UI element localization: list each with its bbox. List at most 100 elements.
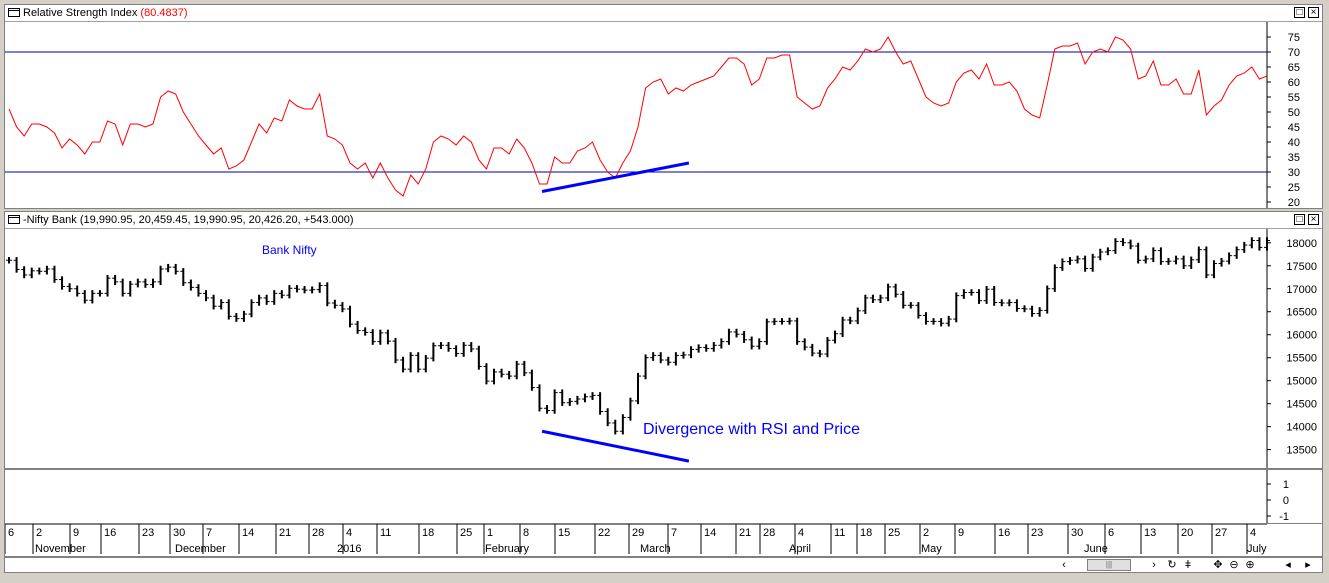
y-tick-label: 25 — [1288, 182, 1300, 194]
x-day-label: 30 — [173, 527, 185, 539]
x-day-label: 20 — [1181, 527, 1193, 539]
x-day-label: 1 — [487, 527, 493, 539]
y-tick-label: 1 — [1283, 479, 1289, 491]
code-icon[interactable]: ǂ — [1184, 559, 1192, 571]
y-tick-label: 60 — [1288, 77, 1300, 89]
scroll-thumb[interactable]: ||| — [1087, 559, 1131, 571]
zoom-in-icon[interactable]: ⊕ — [1245, 559, 1255, 571]
x-day-label: 25 — [460, 527, 472, 539]
prev-icon[interactable]: ◂ — [1285, 559, 1291, 571]
x-day-label: 16 — [998, 527, 1010, 539]
rsi-chart: 75 70 65 60 55 50 45 40 35 30 25 20 — [5, 22, 1300, 208]
y-tick-label: 55 — [1288, 92, 1300, 104]
price-pane-header: -Nifty Bank (19,990.95, 20,459.45, 19,99… — [5, 212, 1322, 229]
x-day-label: 4 — [798, 527, 804, 539]
y-tick-label: 70 — [1288, 47, 1300, 59]
x-day-label: 21 — [279, 527, 291, 539]
x-month-label: February — [485, 543, 530, 555]
rsi-value: (80.4837) — [140, 7, 188, 19]
x-day-label: 23 — [1031, 527, 1043, 539]
y-tick-label: 16000 — [1286, 330, 1317, 342]
y-tick-label: 15000 — [1286, 376, 1317, 388]
y-tick-label: 13500 — [1286, 445, 1317, 457]
series-label: Bank Nifty — [262, 243, 317, 257]
move-icon[interactable]: ✥ — [1213, 559, 1223, 571]
y-tick-label: 65 — [1288, 62, 1300, 74]
divergence-annotation: Divergence with RSI and Price — [643, 421, 860, 438]
x-day-label: 30 — [1071, 527, 1083, 539]
x-day-label: 18 — [860, 527, 872, 539]
x-day-label: 11 — [834, 527, 845, 539]
y-tick-label: 0 — [1283, 495, 1289, 507]
y-tick-label: 14000 — [1286, 422, 1317, 434]
y-tick-label: 40 — [1288, 137, 1300, 149]
x-day-label: 2 — [36, 527, 42, 539]
y-tick-label: 75 — [1288, 32, 1300, 44]
x-day-label: 28 — [763, 527, 775, 539]
x-day-label: 28 — [312, 527, 324, 539]
status-strip — [0, 574, 1329, 583]
y-tick-label: -1 — [1279, 511, 1289, 523]
scroll-left-icon[interactable]: ‹ — [1062, 559, 1066, 571]
y-tick-label: 50 — [1288, 107, 1300, 119]
x-day-label: 4 — [1250, 527, 1256, 539]
x-day-label: 14 — [704, 527, 716, 539]
x-axis: 6 2 9 16 23 30 7 14 21 28 4 11 18 25 1 8 15 22 29 7 14 21 28 4 1… — [4, 523, 1323, 557]
pane-menu-icon[interactable] — [8, 8, 20, 17]
price-pane: -Nifty Bank (19,990.95, 20,459.45, 19,99… — [4, 211, 1323, 469]
x-day-label: 21 — [739, 527, 751, 539]
close-icon[interactable]: × — [1308, 7, 1319, 18]
refresh-icon[interactable]: ↻ — [1167, 559, 1177, 571]
x-day-label: 15 — [558, 527, 570, 539]
rsi-pane-header: Relative Strength Index (80.4837) □ × — [5, 5, 1322, 22]
y-tick-label: 17500 — [1286, 261, 1317, 273]
rsi-trendline — [541, 161, 690, 193]
zoom-out-icon[interactable]: ⊖ — [1229, 559, 1239, 571]
x-day-label: 23 — [142, 527, 154, 539]
y-tick-label: 20 — [1288, 197, 1300, 208]
y-tick-label: 17000 — [1286, 284, 1317, 296]
x-day-label: 22 — [598, 527, 610, 539]
x-day-label: 11 — [380, 527, 391, 539]
x-day-label: 2 — [923, 527, 929, 539]
y-tick-label: 14500 — [1286, 399, 1317, 411]
y-tick-label: 18000 — [1286, 238, 1317, 250]
scroll-right-icon[interactable]: › — [1152, 559, 1156, 571]
scrollbar[interactable]: ‹ ||| › ↻ ǂ ✥ ⊖ ⊕ ◂ ▸ — [4, 557, 1323, 573]
rsi-line — [8, 35, 1268, 197]
price-title: -Nifty Bank (19,990.95, 20,459.45, 19,99… — [23, 214, 354, 226]
x-month-label: November — [35, 543, 86, 555]
rsi-title: Relative Strength Index (80.4837) — [23, 7, 188, 19]
x-day-label: 27 — [1215, 527, 1227, 539]
x-day-label: 7 — [206, 527, 212, 539]
close-icon[interactable]: × — [1308, 214, 1319, 225]
x-axis-svg: 6 2 9 16 23 30 7 14 21 28 4 11 18 25 1 8 15 22 29 7 14 21 28 4 1… — [5, 524, 1267, 555]
maximize-icon[interactable]: □ — [1294, 7, 1305, 18]
y-tick-label: 16500 — [1286, 307, 1317, 319]
x-month-label: June — [1084, 543, 1108, 555]
x-month-label: May — [921, 543, 942, 555]
x-month-label: July — [1247, 543, 1267, 555]
x-day-label: 13 — [1144, 527, 1156, 539]
x-day-label: 16 — [104, 527, 116, 539]
maximize-icon[interactable]: □ — [1294, 214, 1305, 225]
pane-menu-icon[interactable] — [8, 215, 20, 224]
next-icon[interactable]: ▸ — [1305, 559, 1311, 571]
x-month-label: April — [789, 543, 811, 555]
y-tick-label: 35 — [1288, 152, 1300, 164]
x-day-label: 25 — [888, 527, 900, 539]
x-day-label: 6 — [8, 527, 14, 539]
x-day-label: 18 — [422, 527, 434, 539]
lower-pane: 1 0 -1 — [4, 469, 1323, 524]
lower-chart: 1 0 -1 — [1266, 470, 1289, 523]
x-day-label: 7 — [671, 527, 677, 539]
x-day-label: 4 — [346, 527, 352, 539]
price-chart: 18000 17500 17000 16500 16000 15500 15000 14500… — [6, 229, 1317, 468]
price-trendline — [541, 429, 690, 463]
price-ohlc: (19,990.95, 20,459.45, 19,990.95, 20,426… — [79, 214, 354, 226]
x-month-label: December — [175, 543, 226, 555]
rsi-pane: Relative Strength Index (80.4837) □ × 75… — [4, 4, 1323, 209]
y-tick-label: 45 — [1288, 122, 1300, 134]
x-month-label: March — [640, 543, 671, 555]
x-day-label: 6 — [1108, 527, 1114, 539]
